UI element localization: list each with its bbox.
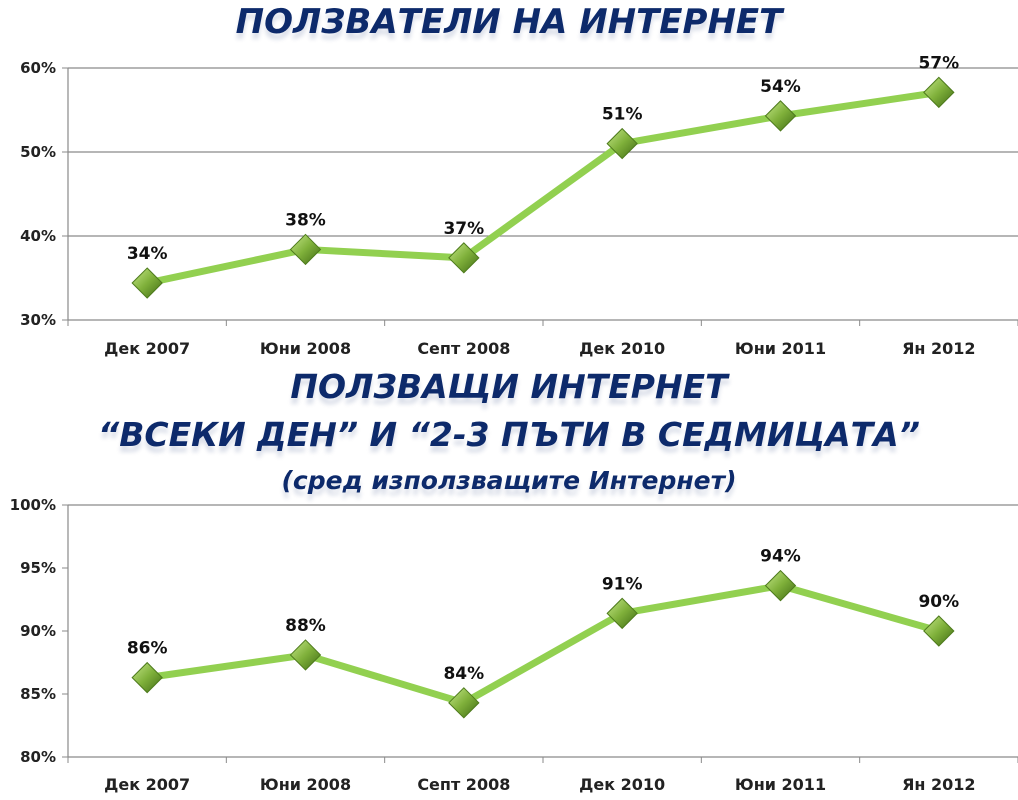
chart2-title-line1: ПОЛЗВАЩИ ИНТЕРНЕТ — [290, 367, 728, 406]
data-label: 94% — [760, 547, 801, 567]
data-label: 88% — [285, 616, 326, 636]
x-category-label: Септ 2008 — [417, 775, 510, 794]
y-tick-label: 80% — [20, 748, 56, 766]
data-label: 91% — [602, 574, 643, 594]
x-category-label: Дек 2007 — [104, 775, 190, 794]
y-tick-label: 90% — [20, 622, 56, 640]
x-category-label: Дек 2007 — [104, 339, 190, 358]
data-point-marker — [923, 76, 955, 109]
chart2-title-line2: “ВСЕКИ ДЕН” И “2-3 ПЪТИ В СЕДМИЦАТА” — [98, 415, 920, 454]
data-point-marker — [764, 569, 797, 602]
data-label: 37% — [443, 219, 484, 239]
x-category-label: Септ 2008 — [417, 339, 510, 358]
chart1-title: ПОЛЗВАТЕЛИ НА ИНТЕРНЕТ — [235, 2, 783, 42]
data-point-marker — [289, 639, 322, 671]
data-label: 34% — [127, 244, 168, 264]
x-category-label: Дек 2010 — [579, 339, 665, 358]
data-point-marker — [606, 597, 638, 630]
data-label: 86% — [127, 639, 168, 659]
x-category-label: Ян 2012 — [902, 339, 975, 358]
data-point-marker — [764, 100, 797, 132]
x-category-label: Юни 2008 — [260, 775, 351, 794]
data-point-marker — [131, 661, 163, 694]
x-category-label: Дек 2010 — [579, 775, 665, 794]
data-label: 51% — [602, 105, 643, 125]
data-label: 90% — [918, 592, 959, 612]
data-point-marker — [923, 615, 955, 647]
data-point-marker — [606, 127, 638, 160]
data-point-marker — [448, 242, 480, 274]
x-category-label: Юни 2011 — [735, 775, 826, 794]
data-point-marker — [131, 267, 163, 299]
y-tick-label: 30% — [20, 311, 56, 329]
y-tick-label: 50% — [20, 143, 56, 161]
x-category-label: Ян 2012 — [902, 775, 975, 794]
series-line — [146, 88, 940, 287]
x-category-label: Юни 2011 — [735, 339, 826, 358]
chart2-subtitle: (сред използващите Интернет) — [281, 466, 737, 495]
data-point-marker — [289, 233, 322, 266]
y-tick-label: 40% — [20, 227, 56, 245]
y-tick-label: 85% — [20, 685, 56, 703]
series-line — [146, 582, 940, 707]
data-label: 57% — [918, 53, 959, 73]
y-tick-label: 100% — [10, 496, 56, 514]
data-label: 38% — [285, 210, 326, 230]
y-tick-label: 60% — [20, 59, 56, 77]
x-category-label: Юни 2008 — [260, 339, 351, 358]
data-point-marker — [448, 687, 480, 719]
y-tick-label: 95% — [20, 559, 56, 577]
data-label: 84% — [443, 664, 484, 684]
data-label: 54% — [760, 77, 801, 97]
